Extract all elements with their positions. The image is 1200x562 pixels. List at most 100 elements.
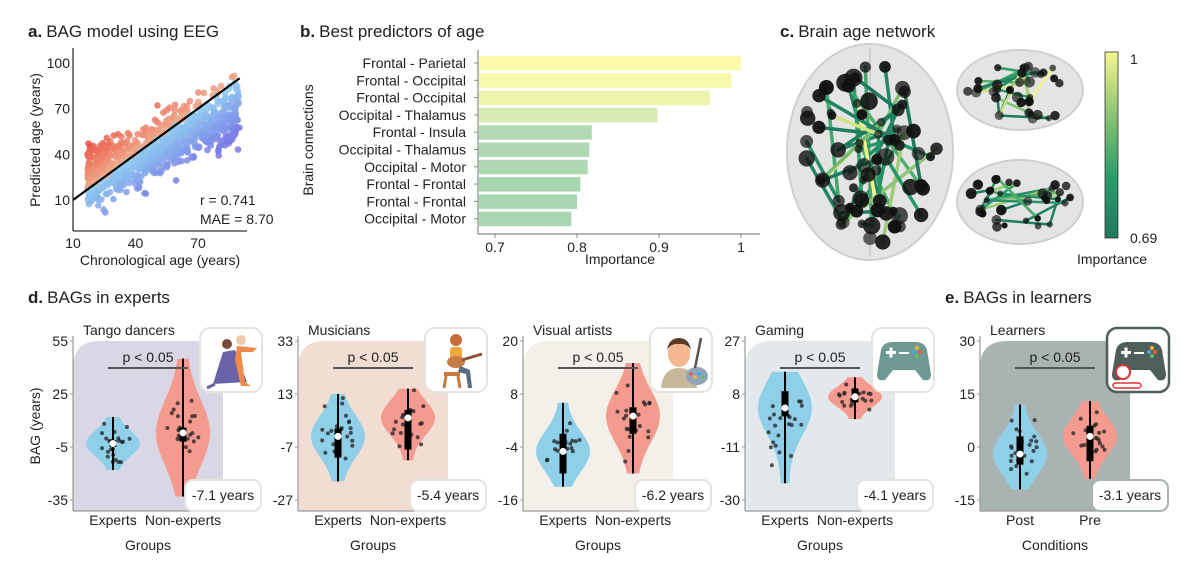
x-tick-label: 0.8 [567,239,587,255]
panel-title: BAG model using EEG [46,22,219,41]
data-point [568,441,573,446]
network-node [1055,188,1065,197]
network-node [818,80,834,95]
scatter-point [164,149,172,157]
network-node [971,87,982,98]
scatter-point [220,103,228,110]
scatter-point [86,193,93,200]
y-tick-label: 8 [510,386,518,402]
data-point [183,445,188,450]
network-node [863,231,877,246]
scatter-point [109,176,116,184]
data-point [329,428,334,433]
scatter-point [106,188,114,196]
colorbar-max-label: 1 [1130,51,1138,67]
data-point [621,416,626,421]
scatter-point [186,97,194,105]
panel-letter: e. [945,288,959,307]
data-point [799,422,804,427]
scatter-point [123,188,130,196]
network-node [1032,109,1043,120]
data-point [345,434,350,439]
network-node [815,172,831,188]
panel-title: Musicians [308,322,370,338]
network-node [832,194,845,208]
scatter-point [171,101,179,109]
scatter-point [101,144,109,151]
scatter-point [133,185,141,192]
scatter-point [221,89,229,97]
p-value-label: p < 0.05 [573,349,624,365]
data-point [120,439,125,444]
scatter-point [149,149,156,156]
paint [689,372,693,376]
network-node [1043,191,1053,200]
scatter-point [86,175,94,183]
colorbar-min-label: 0.69 [1130,230,1157,246]
network-node [856,109,868,120]
scatter-point [203,139,211,146]
panel-heading: a. BAG model using EEG [28,22,219,41]
data-point [1102,447,1107,452]
scatter-point [204,146,211,154]
network-node [1001,222,1008,229]
network-node [876,117,886,127]
data-point [840,400,845,404]
y-tick-label: 27 [724,333,740,349]
y-tick-label: 25 [52,386,68,402]
controller-button [1153,350,1157,354]
y-tick-label: -4 [506,439,519,455]
data-point [776,433,781,438]
category-label: Frontal - Frontal [366,176,466,192]
category-label: Frontal - Insula [373,124,467,140]
data-point [350,438,355,443]
network-edge [996,176,1039,220]
data-point [555,440,560,445]
select-button [899,352,909,354]
data-point [400,415,405,420]
timer [1115,364,1131,380]
group-label: Non-experts [145,512,221,528]
bar [479,211,572,227]
x-axis-label: Chronological age (years) [80,252,240,268]
data-point [552,439,557,444]
network-node [1046,221,1053,228]
scatter-point [176,132,184,139]
iqr-box [404,409,412,450]
panel-title: Learners [990,322,1045,338]
scatter-point [189,119,196,126]
panel-heading: d. BAGs in experts [28,288,170,307]
data-point [842,391,847,396]
select-button [1134,352,1144,354]
network-node [852,99,862,108]
group-label: Pre [1079,512,1101,528]
annotation-mae: MAE = 8.70 [200,211,274,227]
bag-difference-label: -5.4 years [417,487,479,503]
group-label: Non-experts [370,512,446,528]
scatter-point [152,169,159,177]
scatter-point [101,150,108,158]
median-marker [559,447,567,455]
network-node [987,186,995,194]
data-point [331,442,336,447]
y-tick-label: 13 [277,386,293,402]
data-point [127,436,132,441]
x-tick-label: 0.7 [485,239,505,255]
y-tick-label: 55 [52,333,68,349]
data-point [1009,418,1014,423]
scatter-point [222,113,230,121]
scatter-point [230,72,238,80]
y-tick-label: -15 [955,492,975,508]
x-tick-label: 70 [190,235,206,251]
network-node [830,142,846,158]
data-point [573,439,578,444]
data-point [641,400,646,405]
p-value-label: p < 0.05 [795,349,846,365]
scatter-point [147,134,154,141]
network-node [800,134,814,148]
network-edge [876,86,905,137]
data-point [1094,422,1099,427]
data-point [117,438,122,443]
data-point [778,416,783,421]
